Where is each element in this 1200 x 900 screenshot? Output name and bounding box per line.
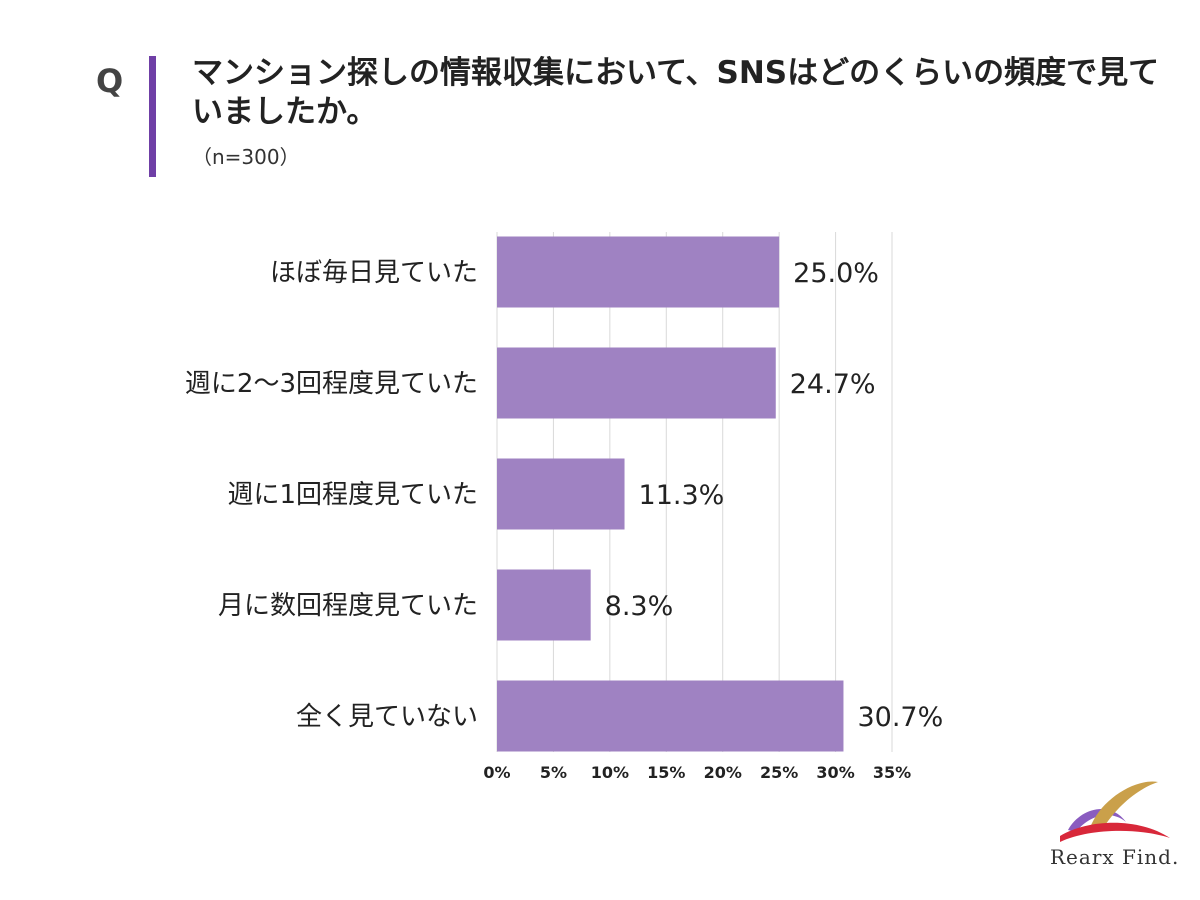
- category-label: 週に2〜3回程度見ていた: [185, 369, 478, 399]
- category-label: 週に1回程度見ていた: [227, 480, 478, 510]
- logo-mark-icon: [1060, 781, 1170, 842]
- category-label: ほぼ毎日見ていた: [270, 258, 478, 288]
- bar: [497, 236, 780, 308]
- bar: [497, 347, 776, 419]
- bar: [497, 458, 625, 530]
- question-title: マンション探しの情報収集において、SNSはどのくらいの頻度で見ていましたか。: [192, 55, 1160, 130]
- bar: [497, 680, 844, 752]
- category-label: 全く見ていない: [296, 702, 478, 732]
- x-tick-label: 20%: [704, 763, 742, 782]
- data-label: 30.7%: [857, 702, 943, 733]
- x-tick-label: 10%: [591, 763, 629, 782]
- x-tick-label: 0%: [483, 763, 510, 782]
- logo-text: Rearx Find.: [1050, 845, 1180, 869]
- category-label: 月に数回程度見ていた: [218, 591, 478, 621]
- label-layer: ほぼ毎日見ていた 25.0% 週に2〜3回程度見ていた 24.7% 週に1回程度見ていた…: [185, 258, 943, 733]
- data-label: 24.7%: [790, 369, 876, 400]
- bar: [497, 569, 591, 641]
- question-mark: Q: [96, 62, 124, 100]
- x-tick-label: 30%: [816, 763, 854, 782]
- x-tick-label: 15%: [647, 763, 685, 782]
- data-label: 11.3%: [639, 480, 725, 511]
- sample-size: （n=300）: [192, 145, 300, 169]
- x-tick-label: 5%: [540, 763, 567, 782]
- x-tick-label: 35%: [873, 763, 911, 782]
- data-label: 25.0%: [793, 258, 879, 289]
- data-label: 8.3%: [605, 591, 674, 622]
- bar-layer: [497, 236, 844, 752]
- x-tick-label: 25%: [760, 763, 798, 782]
- accent-bar: [149, 56, 156, 177]
- tick-layer: 0% 5% 10% 15% 20% 25% 30% 35%: [483, 763, 911, 782]
